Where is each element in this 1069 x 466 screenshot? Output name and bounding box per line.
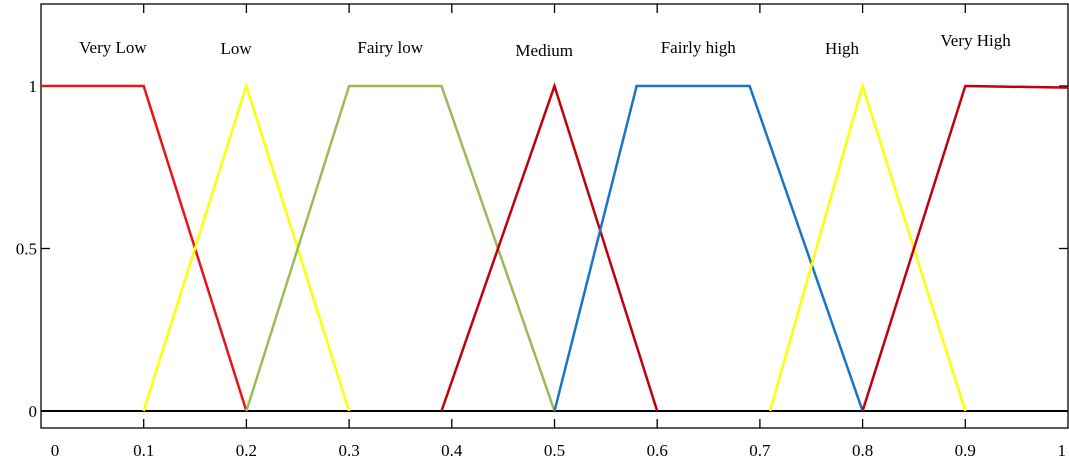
x-tick-label: 0 (51, 441, 60, 460)
x-tick-label: 1 (1058, 441, 1067, 460)
series-line-very-high (861, 84, 1069, 412)
x-tick-label: 0.7 (749, 441, 771, 460)
plot-frame (40, 3, 1069, 429)
series-line-fairly-high (553, 84, 864, 412)
label-very-low: Very Low (79, 38, 147, 57)
x-tick-label: 0.2 (236, 441, 257, 460)
x-tick-label: 0.5 (544, 441, 565, 460)
label-very-high: Very High (940, 31, 1011, 50)
x-tick-label: 0.6 (647, 441, 668, 460)
x-tick-labels: 0 0.1 0.2 0.3 0.4 0.5 0.6 0.7 0.8 0.9 1 (51, 441, 1066, 460)
x-tick-label: 0.9 (955, 441, 976, 460)
label-fairly-high: Fairly high (661, 38, 737, 57)
series-group (41, 81, 1069, 412)
axis-ticks (41, 4, 1068, 428)
x-tick-label: 0.8 (852, 441, 873, 460)
series-line-fairy-low (245, 84, 556, 412)
y-tick-label: 0 (29, 402, 38, 421)
series-line-low (142, 81, 351, 412)
x-tick-label: 0.3 (338, 441, 359, 460)
x-tick-label: 0.1 (133, 441, 154, 460)
y-tick-label: 1 (29, 77, 38, 96)
y-tick-labels: 00.51 (16, 77, 37, 421)
label-fairy-low: Fairy low (357, 38, 423, 57)
membership-labels: Very Low Low Fairy low Medium Fairly high Hig… (79, 31, 1011, 60)
label-high: High (825, 39, 860, 58)
x-tick-label: 0.4 (441, 441, 463, 460)
label-low: Low (221, 39, 253, 58)
y-tick-label: 0.5 (16, 240, 37, 259)
label-medium: Medium (515, 41, 573, 60)
series-line-very-low (41, 84, 248, 412)
series-line-medium (440, 82, 659, 412)
series-line-high (768, 81, 967, 412)
